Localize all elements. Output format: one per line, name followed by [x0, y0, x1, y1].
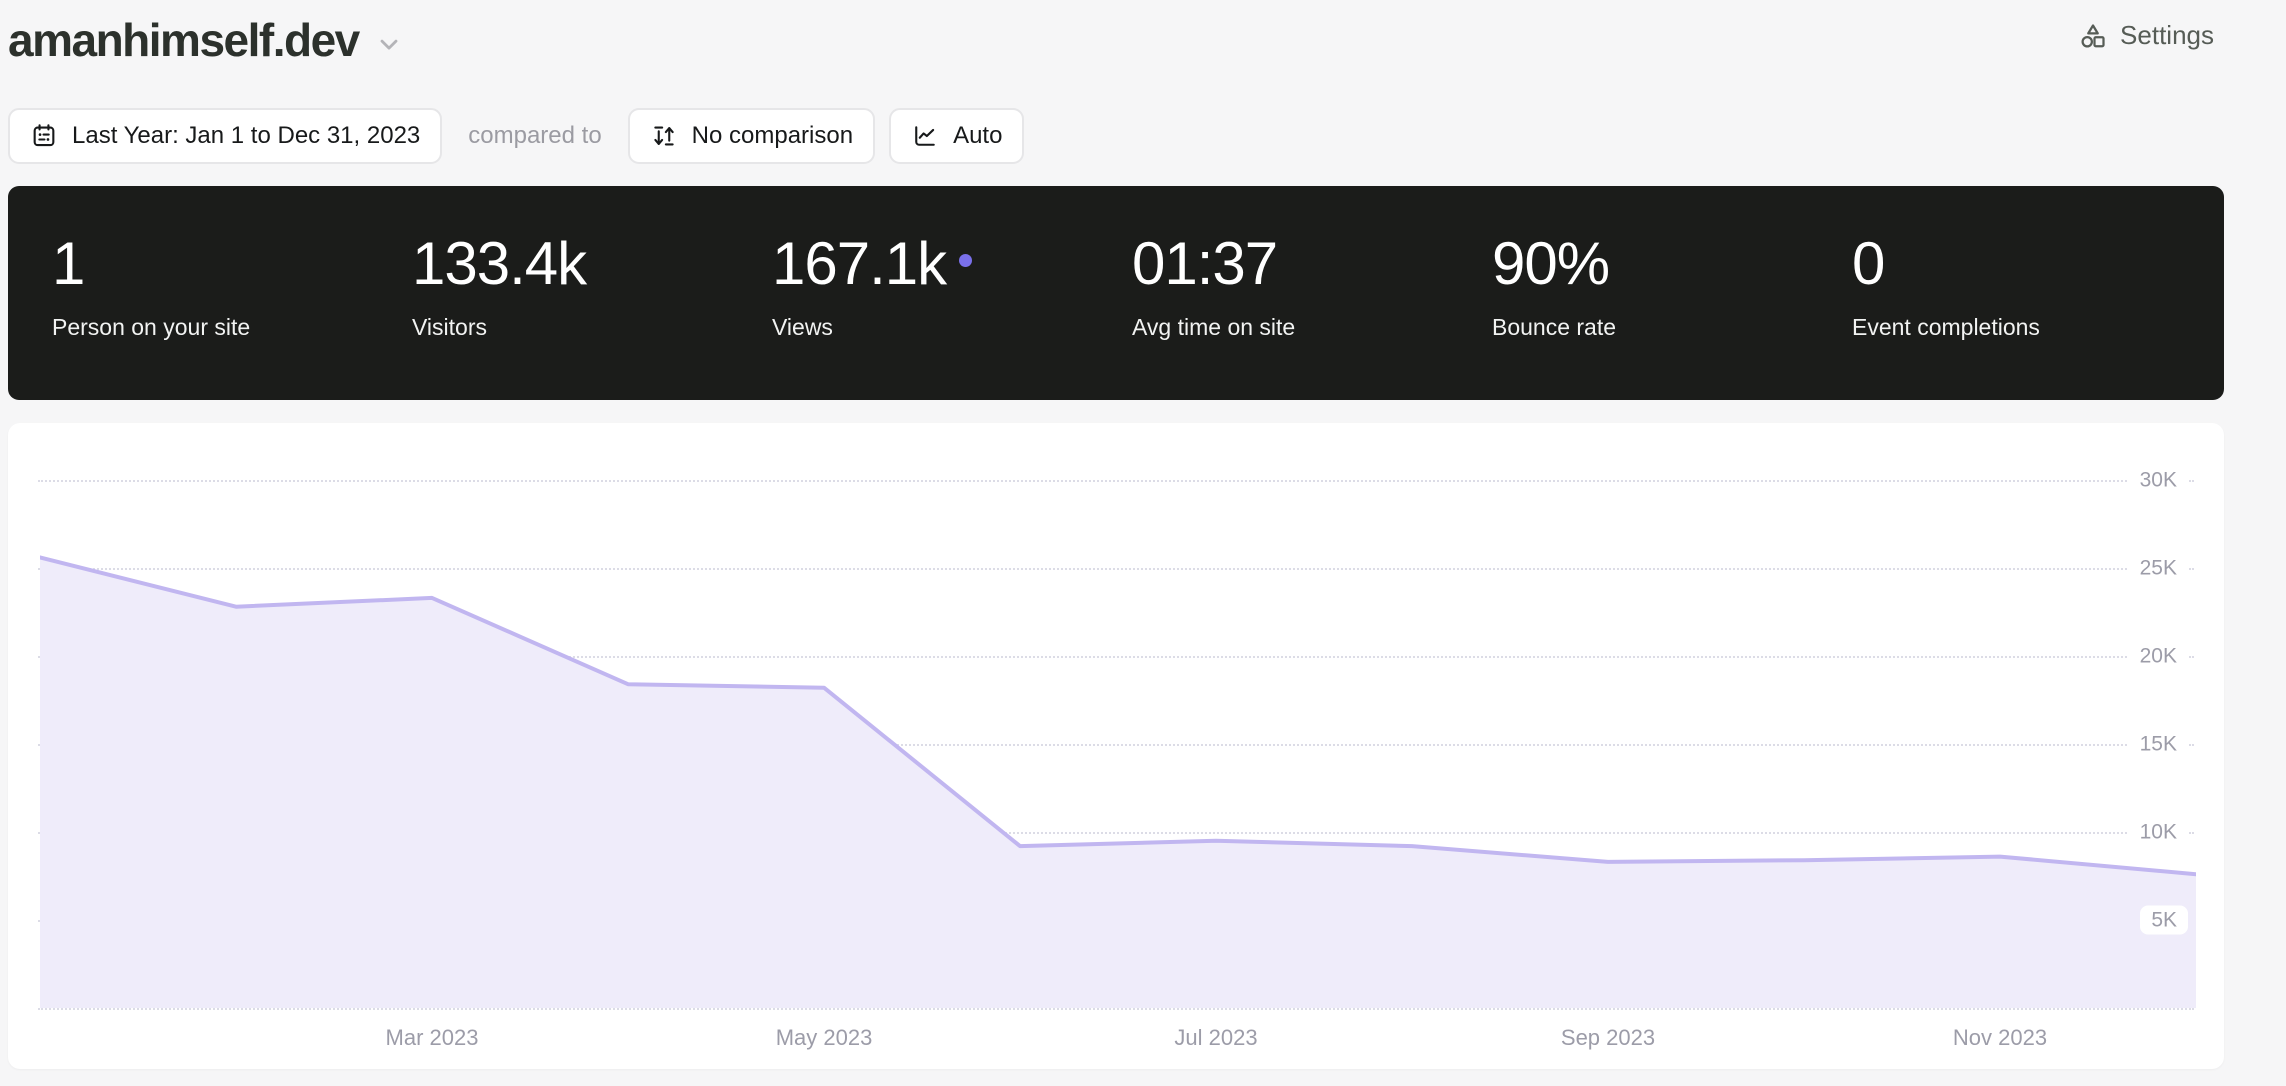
y-axis-label-20k: 20K	[2128, 641, 2188, 671]
gridline-30k	[38, 480, 2194, 482]
filter-toolbar: Last Year: Jan 1 to Dec 31, 2023 compare…	[8, 108, 1025, 164]
compared-to-label: compared to	[468, 122, 602, 149]
gridline-0k	[38, 1008, 2194, 1010]
calendar-icon	[33, 124, 55, 147]
x-axis-label-sep-2023: Sep 2023	[1560, 1025, 1656, 1050]
chevron-down-icon	[380, 39, 398, 50]
settings-label: Settings	[2120, 20, 2214, 50]
stat-label: Bounce rate	[1492, 314, 1617, 340]
stat-value: 0	[1852, 230, 1885, 297]
y-axis-label-25k: 25K	[2128, 553, 2188, 583]
stat-current-visitors: 1 Person on your site	[8, 186, 412, 341]
y-axis-label-5k: 5K	[2140, 905, 2188, 935]
views-live-dot	[959, 254, 973, 267]
chart-area-fill	[40, 557, 2196, 1008]
shapes-icon	[2081, 23, 2105, 48]
views-chart-card: 5K 10K 15K 20K 25K 30K Mar 2023 May 2023 Jul 20…	[8, 423, 2224, 1069]
stat-label: Views	[772, 314, 833, 340]
stats-panel: 1 Person on your site 133.4k Visitors 16…	[8, 186, 2224, 400]
site-switcher[interactable]: amanhimself.dev	[8, 10, 403, 70]
views-area-chart[interactable]	[40, 455, 2196, 1008]
stat-label: Avg time on site	[1132, 314, 1296, 340]
gridline-20k	[38, 656, 2194, 658]
stat-value: 90%	[1492, 230, 1610, 297]
compare-arrows-icon	[653, 126, 674, 146]
y-axis-label-30k: 30K	[2128, 465, 2188, 495]
gridline-10k	[38, 832, 2194, 834]
settings-button[interactable]: Settings	[2078, 20, 2214, 51]
site-name: amanhimself.dev	[8, 14, 360, 66]
stat-label: Person on your site	[52, 314, 251, 340]
gridline-25k	[38, 568, 2194, 570]
chart-line	[40, 555, 2196, 877]
comparison-button[interactable]: No comparison	[627, 108, 876, 164]
stat-views: 167.1k Views	[772, 186, 1132, 341]
top-bar: amanhimself.dev Settings	[8, 10, 2286, 74]
stat-label: Event completions	[1852, 314, 2040, 340]
scale-label: Auto	[953, 122, 1003, 149]
stat-label: Visitors	[412, 314, 487, 340]
line-chart-icon	[915, 126, 935, 146]
y-axis-label-10k: 10K	[2128, 817, 2188, 847]
x-axis-label-mar-2023: Mar 2023	[385, 1025, 479, 1050]
comparison-label: No comparison	[691, 122, 854, 149]
x-axis-label-may-2023: May 2023	[775, 1025, 873, 1050]
x-axis-label-jul-2023: Jul 2023	[1174, 1025, 1258, 1050]
date-range-label: Last Year: Jan 1 to Dec 31, 2023	[72, 122, 421, 149]
stat-visitors: 133.4k Visitors	[412, 186, 772, 341]
stat-value: 167.1k	[772, 228, 1132, 300]
scale-button[interactable]: Auto	[889, 108, 1025, 164]
stat-value: 133.4k	[412, 230, 587, 297]
stat-bounce-rate: 90% Bounce rate	[1492, 186, 1852, 341]
date-range-button[interactable]: Last Year: Jan 1 to Dec 31, 2023	[8, 108, 443, 164]
x-axis-label-nov-2023: Nov 2023	[1952, 1025, 2048, 1050]
stat-avg-time: 01:37 Avg time on site	[1132, 186, 1492, 341]
stat-value: 1	[52, 230, 85, 297]
y-axis-label-15k: 15K	[2128, 729, 2188, 759]
gridline-15k	[38, 744, 2194, 746]
stat-value: 01:37	[1132, 230, 1278, 297]
stat-event-completions: 0 Event completions	[1852, 186, 2212, 341]
